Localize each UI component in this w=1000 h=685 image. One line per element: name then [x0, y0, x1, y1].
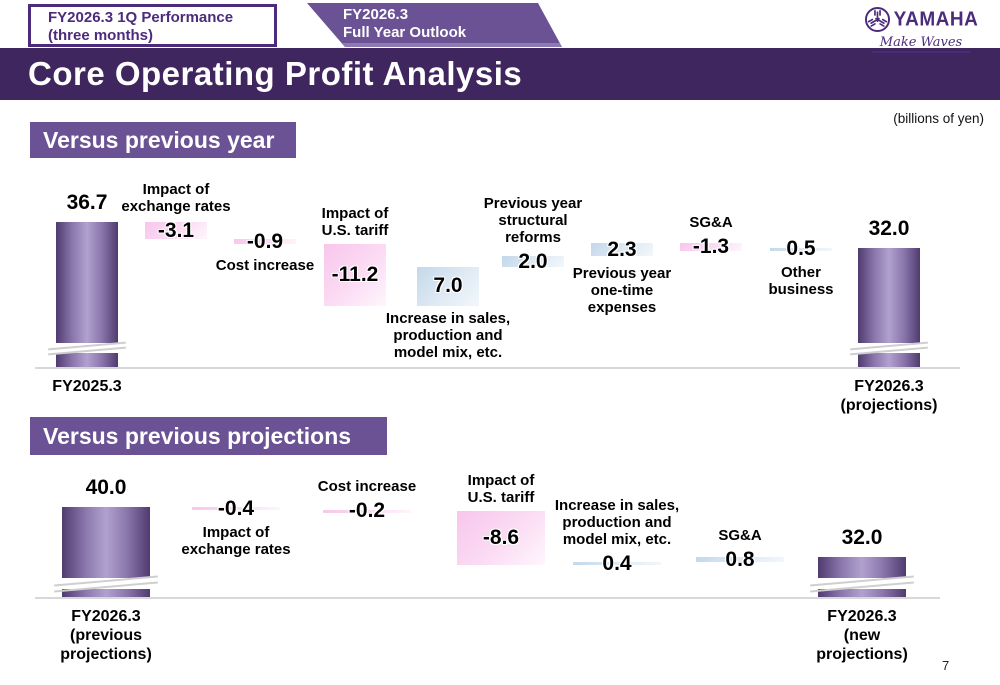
value-label: -8.6 [482, 525, 520, 549]
tab-1q-line2: (three months) [48, 27, 153, 44]
waterfall-total-bar [818, 557, 906, 578]
tab-1q-performance: FY2026.3 1Q Performance (three months) [28, 4, 277, 47]
category-label: Impact of exchange rates [121, 180, 231, 215]
tab-full-year-outlook-label: FY2026.3 Full Year Outlook [343, 6, 562, 42]
waterfall-delta-bar [591, 243, 653, 257]
waterfall-total-bar-stub [818, 589, 906, 597]
value-label: 32.0 [841, 526, 883, 549]
value-label: 0.5 [786, 237, 816, 261]
waterfall-delta-bar [417, 267, 479, 306]
waterfall-total-bar [62, 507, 150, 578]
title-bar: Core Operating Profit Analysis [0, 48, 1000, 100]
category-label: Cost increase [317, 478, 417, 495]
page-number: 7 [942, 658, 950, 673]
category-label: Other business [768, 264, 834, 299]
waterfall-delta-bar [324, 244, 386, 306]
category-label: Impact of U.S. tariff [467, 471, 535, 506]
waterfall-delta-bar [145, 222, 207, 240]
chart-baseline [35, 367, 960, 369]
waterfall-delta-bar [502, 256, 564, 268]
waterfall-delta-bar [680, 243, 742, 251]
axis-label: FY2025.3 [52, 378, 122, 395]
category-label: Increase in sales, production and model … [554, 496, 680, 548]
yamaha-tuning-forks-icon [864, 6, 890, 33]
tab-fy-line2: Full Year Outlook [343, 24, 467, 41]
unit-note: (billions of yen) [893, 111, 984, 126]
waterfall-total-bar [858, 247, 920, 343]
category-label: Previous year structural reforms [483, 194, 583, 246]
value-label: 0.4 [602, 551, 632, 575]
axis-label: FY2026.3 (previous projections) [60, 608, 152, 663]
category-label: Previous year one-time expenses [572, 264, 672, 316]
waterfall-delta-bar [770, 247, 832, 251]
tab-full-year-outlook: FY2026.3 Full Year Outlook [307, 3, 562, 47]
page-title: Core Operating Profit Analysis [28, 55, 523, 92]
waterfall-delta-bar [457, 510, 545, 565]
waterfall-delta-bar [573, 562, 661, 565]
value-label: 32.0 [868, 216, 910, 240]
waterfall-total-bar-stub [62, 589, 150, 597]
category-label: SG&A [689, 214, 733, 232]
tab-bottom-edge [307, 43, 562, 47]
chart-baseline [35, 597, 940, 599]
category-label: SG&A [718, 526, 762, 544]
yamaha-wordmark: YAMAHA [893, 7, 979, 31]
value-label: -11.2 [331, 262, 379, 286]
value-label: 40.0 [85, 476, 127, 499]
yamaha-logo: YAMAHA Make Waves [854, 6, 988, 53]
waterfall-total-bar-stub [858, 353, 920, 367]
value-label: -0.4 [217, 496, 255, 520]
value-label: -0.9 [246, 229, 284, 253]
tab-1q-line1: FY2026.3 1Q Performance [48, 9, 234, 26]
value-label: -0.2 [348, 499, 386, 522]
value-label: 7.0 [433, 274, 463, 298]
waterfall-total-bar-stub [56, 353, 118, 367]
axis-label: FY2026.3 (new projections) [816, 608, 908, 663]
section-banner-versus-previous-year: Versus previous year [30, 122, 296, 158]
waterfall-delta-bar [696, 557, 784, 562]
category-label: Impact of exchange rates [181, 523, 291, 558]
waterfall-delta-bar [323, 509, 411, 513]
value-label: -1.3 [692, 235, 730, 259]
axis-label: FY2026.3 (projections) [840, 378, 938, 414]
value-label: 2.3 [607, 237, 637, 261]
yamaha-tagline: Make Waves [871, 35, 971, 53]
category-label: Increase in sales, production and model … [385, 309, 511, 361]
category-label: Cost increase [215, 256, 315, 274]
tab-fy-line1: FY2026.3 [343, 6, 409, 23]
waterfall-total-bar [56, 222, 118, 343]
waterfall-delta-bar [234, 239, 296, 244]
waterfall-delta-bar [192, 507, 280, 510]
value-label: 0.8 [725, 547, 755, 571]
value-label: -3.1 [157, 218, 195, 242]
tab-1q-performance-label: FY2026.3 1Q Performance (three months) [48, 9, 274, 45]
category-label: Impact of U.S. tariff [321, 205, 389, 239]
value-label: 36.7 [66, 191, 108, 214]
section-banner-versus-previous-projections: Versus previous projections [30, 417, 387, 455]
value-label: 2.0 [518, 249, 548, 273]
